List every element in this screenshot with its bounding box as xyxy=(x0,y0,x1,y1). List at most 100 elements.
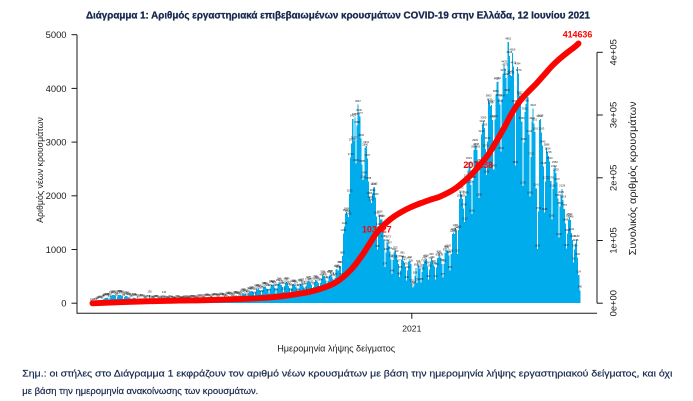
svg-text:39: 39 xyxy=(96,296,99,300)
svg-text:1768: 1768 xyxy=(461,203,467,207)
svg-text:274: 274 xyxy=(297,283,302,287)
svg-text:3477: 3477 xyxy=(357,111,363,115)
svg-text:387: 387 xyxy=(308,277,313,281)
svg-text:125: 125 xyxy=(227,291,232,295)
svg-text:107: 107 xyxy=(218,292,223,296)
svg-text:70: 70 xyxy=(192,294,195,298)
svg-text:105: 105 xyxy=(105,292,110,296)
svg-text:269: 269 xyxy=(266,283,271,287)
svg-text:44: 44 xyxy=(174,295,177,299)
svg-text:973: 973 xyxy=(393,245,398,249)
svg-text:341: 341 xyxy=(269,279,274,283)
svg-text:1955: 1955 xyxy=(476,193,482,197)
svg-text:135: 135 xyxy=(124,290,129,294)
svg-text:3411: 3411 xyxy=(490,114,496,118)
svg-text:272: 272 xyxy=(295,283,300,287)
svg-text:1010: 1010 xyxy=(534,243,540,247)
svg-text:177: 177 xyxy=(267,288,272,292)
svg-text:46: 46 xyxy=(202,295,205,299)
svg-text:3351: 3351 xyxy=(531,118,537,122)
svg-text:377: 377 xyxy=(285,277,290,281)
svg-text:134: 134 xyxy=(125,290,130,294)
svg-text:1067: 1067 xyxy=(386,240,392,244)
svg-text:297: 297 xyxy=(311,282,316,286)
svg-text:184: 184 xyxy=(274,288,279,292)
svg-text:57: 57 xyxy=(129,295,132,299)
svg-text:102: 102 xyxy=(220,292,225,296)
svg-text:375: 375 xyxy=(305,278,310,282)
svg-text:1489: 1489 xyxy=(562,218,568,222)
svg-text:93: 93 xyxy=(128,293,131,297)
svg-text:150: 150 xyxy=(244,290,249,294)
svg-text:71: 71 xyxy=(147,294,150,298)
svg-text:4608: 4608 xyxy=(506,50,512,54)
svg-text:124: 124 xyxy=(237,291,242,295)
svg-text:723: 723 xyxy=(416,259,421,263)
svg-text:1411: 1411 xyxy=(376,222,382,226)
svg-text:47: 47 xyxy=(137,295,140,299)
svg-text:95: 95 xyxy=(232,293,235,297)
svg-text:1017: 1017 xyxy=(563,243,569,247)
svg-text:1180: 1180 xyxy=(570,234,576,238)
svg-text:3803: 3803 xyxy=(486,93,492,97)
svg-text:3884: 3884 xyxy=(493,89,499,93)
svg-text:2548: 2548 xyxy=(541,161,547,165)
svg-text:209: 209 xyxy=(247,286,252,290)
svg-text:270: 270 xyxy=(254,283,259,287)
svg-text:485: 485 xyxy=(397,272,402,276)
svg-text:2492: 2492 xyxy=(551,164,557,168)
svg-text:109: 109 xyxy=(219,292,224,296)
svg-text:227: 227 xyxy=(250,285,255,289)
svg-text:57: 57 xyxy=(175,295,178,299)
svg-text:442: 442 xyxy=(426,274,431,278)
svg-text:391: 391 xyxy=(277,277,282,281)
svg-text:726: 726 xyxy=(442,259,447,263)
svg-text:4433: 4433 xyxy=(501,60,507,64)
svg-text:1998: 1998 xyxy=(463,190,469,194)
svg-text:66: 66 xyxy=(231,294,234,298)
svg-text:331: 331 xyxy=(412,280,417,284)
svg-text:2005: 2005 xyxy=(558,190,564,194)
svg-text:226: 226 xyxy=(249,286,254,290)
svg-text:3456: 3456 xyxy=(352,112,358,116)
svg-text:55: 55 xyxy=(161,295,164,299)
svg-text:60: 60 xyxy=(184,294,187,298)
svg-text:807: 807 xyxy=(391,254,396,258)
svg-text:57: 57 xyxy=(168,295,171,299)
svg-text:1558: 1558 xyxy=(379,214,385,218)
svg-text:2745: 2745 xyxy=(546,150,552,154)
svg-text:209: 209 xyxy=(251,286,256,290)
svg-text:210: 210 xyxy=(253,286,258,290)
svg-text:319: 319 xyxy=(282,281,287,285)
svg-text:3701: 3701 xyxy=(497,99,503,103)
svg-text:223: 223 xyxy=(258,286,263,290)
svg-text:353: 353 xyxy=(292,279,297,283)
svg-text:777: 777 xyxy=(407,256,412,260)
svg-text:95: 95 xyxy=(205,293,208,297)
svg-text:107: 107 xyxy=(245,292,250,296)
svg-text:1562: 1562 xyxy=(549,214,555,218)
svg-text:2565: 2565 xyxy=(475,160,481,164)
svg-text:0: 0 xyxy=(61,298,66,309)
svg-text:79: 79 xyxy=(131,293,134,297)
svg-text:415: 415 xyxy=(307,275,312,279)
svg-text:152: 152 xyxy=(112,289,117,293)
svg-text:118: 118 xyxy=(126,291,131,295)
svg-text:474: 474 xyxy=(333,272,338,276)
svg-text:56: 56 xyxy=(98,295,101,299)
svg-text:792: 792 xyxy=(408,255,413,259)
svg-text:3: 3 xyxy=(90,297,92,301)
svg-text:3017: 3017 xyxy=(351,136,357,140)
svg-text:2021: 2021 xyxy=(402,323,421,333)
svg-text:36: 36 xyxy=(151,296,154,300)
svg-text:761: 761 xyxy=(571,257,576,261)
svg-text:3428: 3428 xyxy=(538,114,544,118)
svg-text:1969: 1969 xyxy=(373,192,379,196)
svg-text:100: 100 xyxy=(103,292,108,296)
svg-text:3144: 3144 xyxy=(526,129,532,133)
svg-text:155: 155 xyxy=(147,289,152,293)
svg-text:97: 97 xyxy=(134,292,137,296)
svg-text:1991: 1991 xyxy=(527,191,533,195)
svg-text:3687: 3687 xyxy=(489,100,495,104)
svg-text:818: 818 xyxy=(389,254,394,258)
